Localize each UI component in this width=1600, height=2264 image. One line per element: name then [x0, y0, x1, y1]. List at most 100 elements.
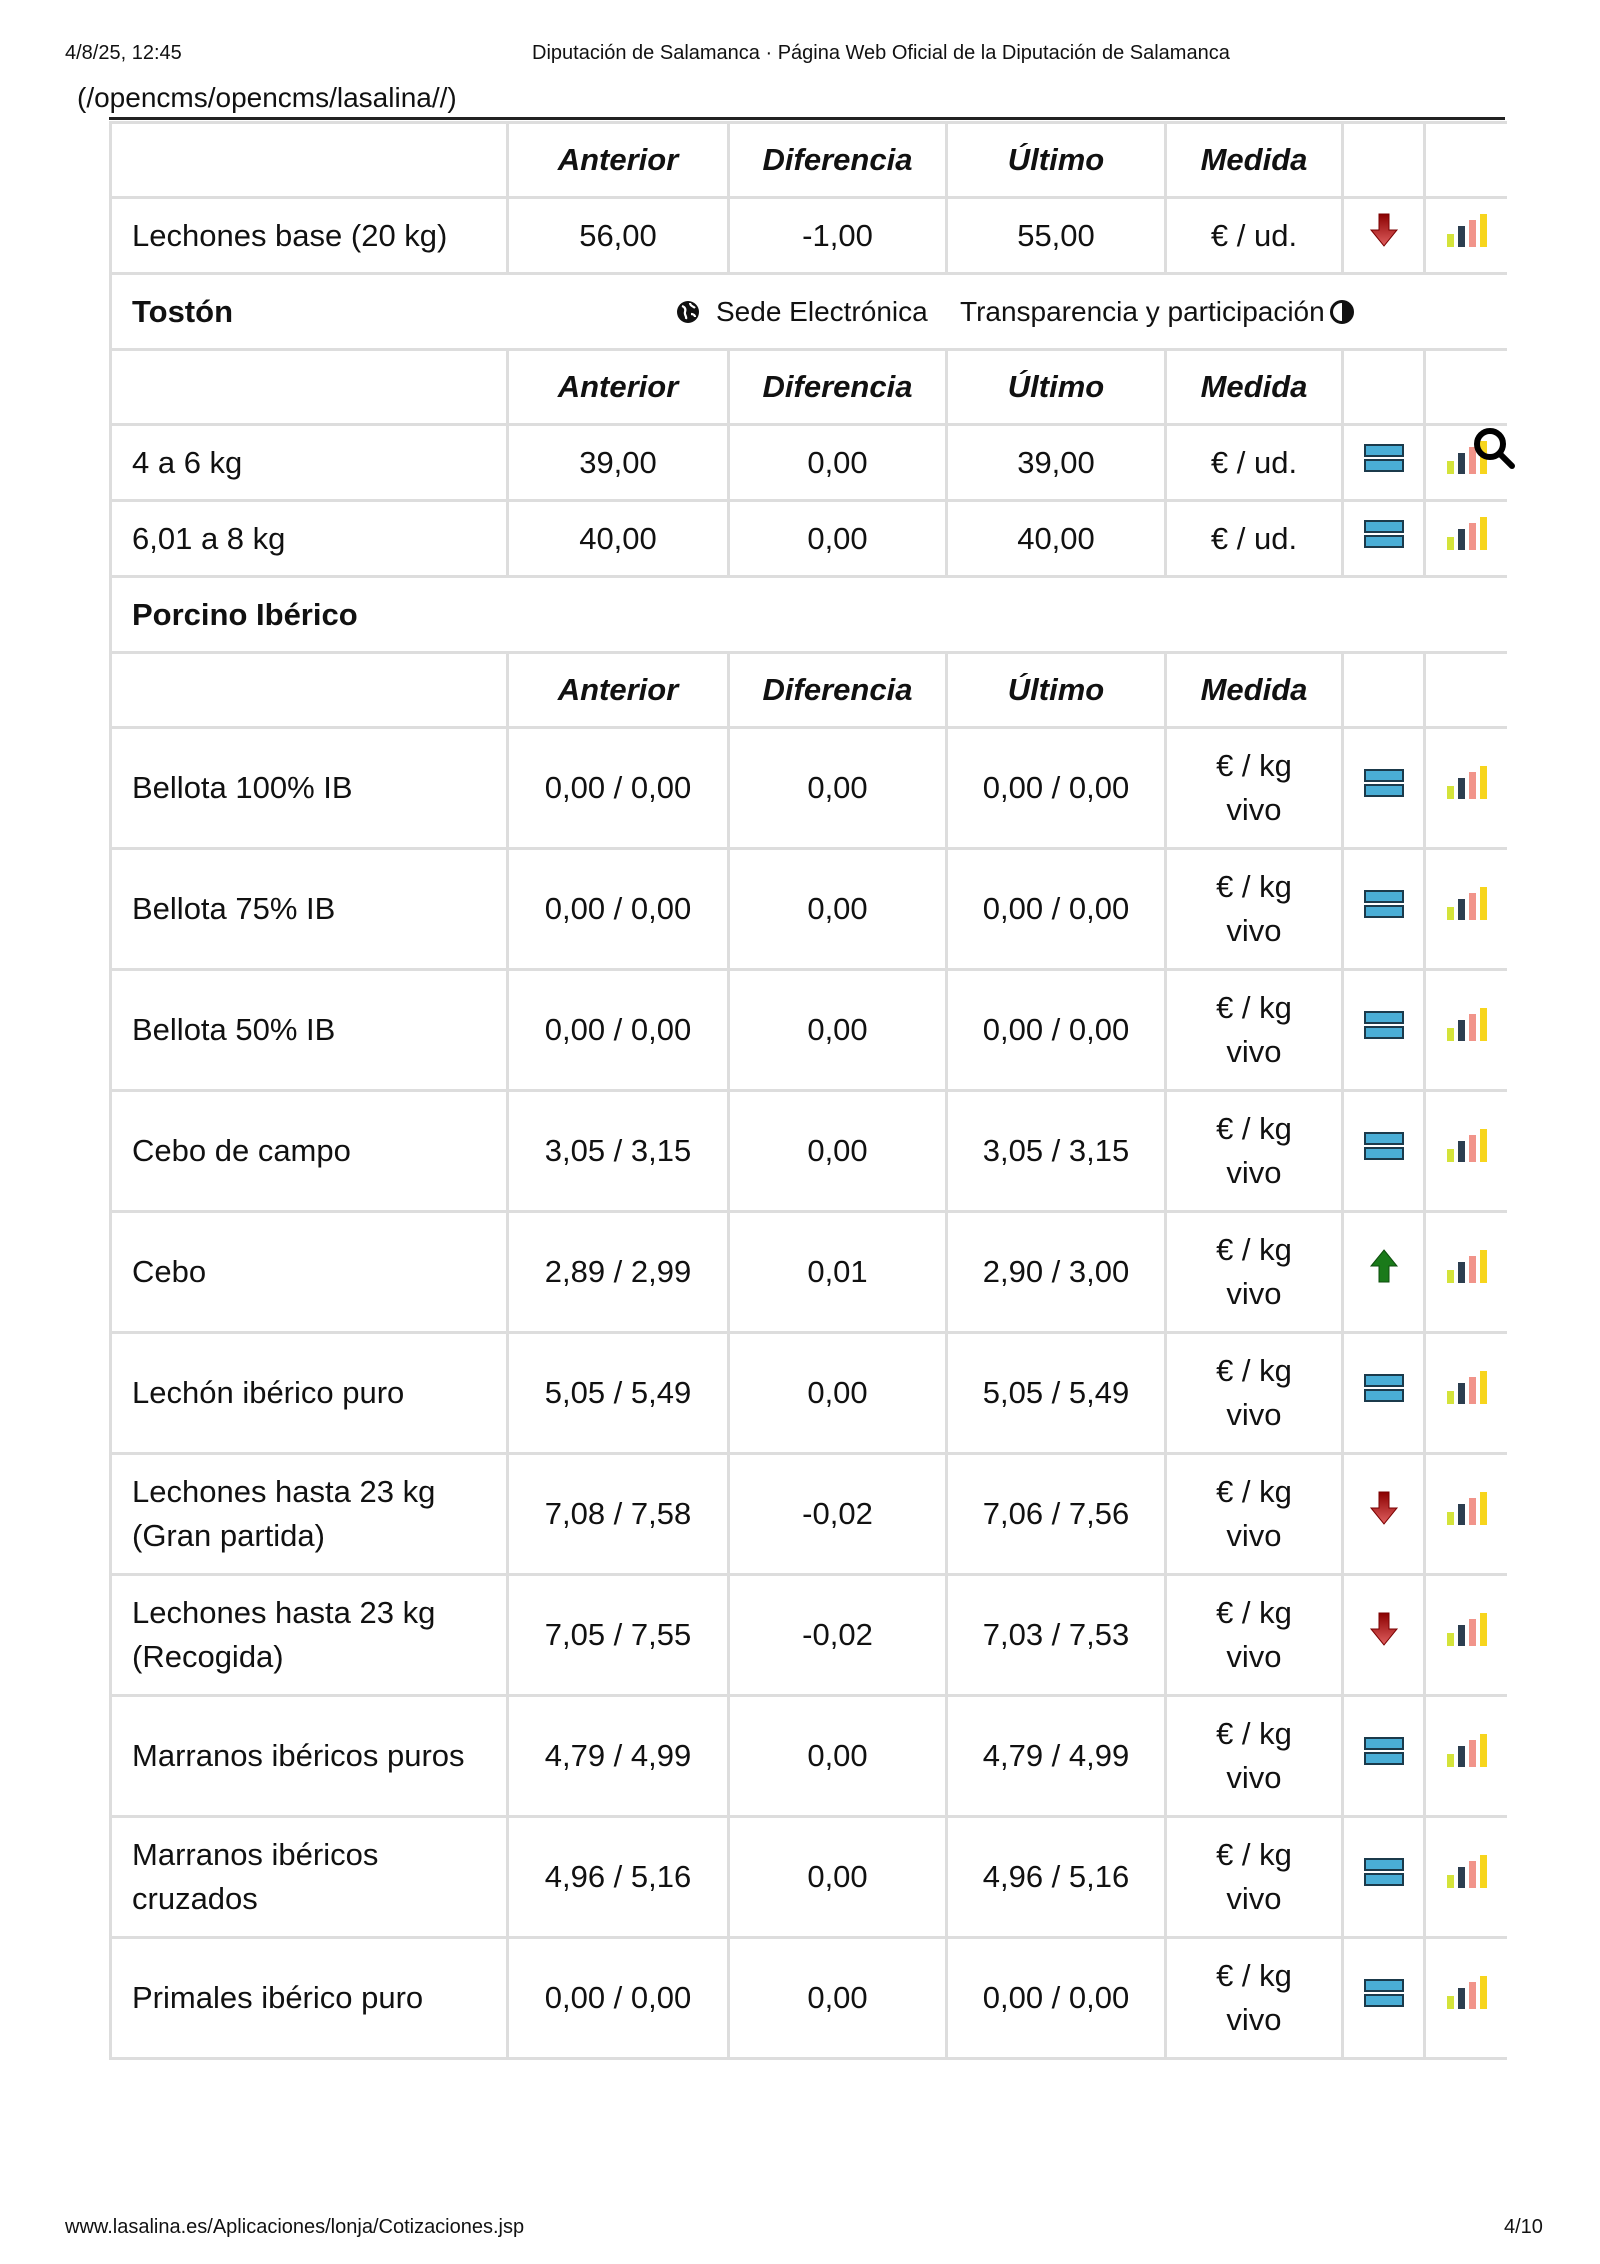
- chart-link[interactable]: [1423, 968, 1507, 1092]
- section-title-row: Tostón: [109, 272, 1507, 351]
- column-header: Anterior: [506, 121, 730, 199]
- ultimo-value: 2,90 / 3,00: [945, 1210, 1167, 1334]
- ultimo-value: 7,03 / 7,53: [945, 1573, 1167, 1697]
- product-name: Lechones hasta 23 kg (Recogida): [109, 1573, 509, 1697]
- ultimo-value: 3,05 / 3,15: [945, 1089, 1167, 1213]
- diferencia-value: 0,00: [727, 423, 948, 502]
- diferencia-value: 0,00: [727, 1815, 948, 1939]
- product-name: 6,01 a 8 kg: [109, 499, 509, 578]
- section-title-row: Porcino Ibérico: [109, 575, 1507, 654]
- arrow-down-icon: [1369, 1612, 1398, 1646]
- transparencia-label: Transparencia y participación: [960, 296, 1325, 327]
- bar-chart-icon: [1446, 1250, 1487, 1283]
- arrow-down-icon: [1369, 1491, 1398, 1525]
- table-row: 6,01 a 8 kg 40,00 0,00 40,00 € / ud.: [109, 499, 1507, 578]
- chart-link[interactable]: [1423, 1694, 1507, 1818]
- chart-link[interactable]: [1423, 1089, 1507, 1213]
- equal-icon: [1363, 1737, 1404, 1765]
- print-page-number: 4/10: [1504, 2216, 1543, 2238]
- medida-cell: € / kg vivo: [1164, 847, 1344, 971]
- medida-cell: € / kg vivo: [1164, 1089, 1344, 1213]
- medida-cell: € / kg vivo: [1164, 1210, 1344, 1334]
- column-header: Medida: [1164, 651, 1344, 729]
- column-header: [109, 348, 509, 426]
- anterior-value: 7,05 / 7,55: [506, 1573, 730, 1697]
- trend-cell: [1341, 726, 1426, 850]
- anterior-value: 56,00: [506, 196, 730, 275]
- table-row: Lechones base (20 kg) 56,00 -1,00 55,00 …: [109, 196, 1507, 275]
- column-header: [109, 121, 509, 199]
- bar-chart-icon: [1446, 1855, 1487, 1888]
- bar-chart-icon: [1446, 1371, 1487, 1404]
- ultimo-value: 0,00 / 0,00: [945, 1936, 1167, 2060]
- print-footer-url: www.lasalina.es/Aplicaciones/lonja/Cotiz…: [65, 2216, 525, 2238]
- sede-electronica-link[interactable]: Sede Electrónica: [676, 296, 928, 328]
- table-row: Lechones hasta 23 kg (Recogida) 7,05 / 7…: [109, 1573, 1507, 1697]
- table-row: Primales ibérico puro 0,00 / 0,00 0,00 0…: [109, 1936, 1507, 2060]
- chart-link[interactable]: [1423, 499, 1507, 578]
- medida-value: € / kg vivo: [1216, 1353, 1292, 1432]
- chart-link[interactable]: [1423, 1815, 1507, 1939]
- diferencia-value: -0,02: [727, 1452, 948, 1576]
- medida-value: € / ud.: [1210, 520, 1298, 556]
- home-link[interactable]: (/opencms/opencms/lasalina//): [77, 82, 457, 113]
- medida-cell: € / ud.: [1164, 423, 1344, 502]
- column-header: Medida: [1164, 348, 1344, 426]
- table-header-row: Anterior Diferencia Último Medida: [109, 121, 1507, 199]
- chart-link[interactable]: [1423, 1210, 1507, 1334]
- table-row: 4 a 6 kg 39,00 0,00 39,00 € / ud.: [109, 423, 1507, 502]
- column-header-trend: [1341, 651, 1426, 729]
- column-header-trend: [1341, 348, 1426, 426]
- chart-link[interactable]: [1423, 726, 1507, 850]
- column-header-chart: [1423, 121, 1507, 199]
- column-header: Último: [945, 348, 1167, 426]
- chart-link[interactable]: [1423, 847, 1507, 971]
- anterior-value: 0,00 / 0,00: [506, 847, 730, 971]
- medida-value: € / kg vivo: [1216, 1716, 1292, 1795]
- search-button[interactable]: [1470, 424, 1520, 479]
- equal-icon: [1363, 443, 1404, 472]
- ultimo-value: 4,96 / 5,16: [945, 1815, 1167, 1939]
- diferencia-value: -0,02: [727, 1573, 948, 1697]
- trend-cell: [1341, 1089, 1426, 1213]
- ultimo-value: 7,06 / 7,56: [945, 1452, 1167, 1576]
- anterior-value: 4,79 / 4,99: [506, 1694, 730, 1818]
- bar-chart-icon: [1446, 1008, 1487, 1041]
- ultimo-value: 55,00: [945, 196, 1167, 275]
- search-icon: [1474, 428, 1515, 469]
- chart-link[interactable]: [1423, 1452, 1507, 1576]
- medida-cell: € / kg vivo: [1164, 1936, 1344, 2060]
- trend-cell: [1341, 847, 1426, 971]
- column-header: Medida: [1164, 121, 1344, 199]
- contrast-icon: [1329, 300, 1354, 324]
- diferencia-value: -1,00: [727, 196, 948, 275]
- anterior-value: 3,05 / 3,15: [506, 1089, 730, 1213]
- chart-link[interactable]: [1423, 196, 1507, 275]
- table-row: Marranos ibéricos cruzados 4,96 / 5,16 0…: [109, 1815, 1507, 1939]
- medida-value: € / kg vivo: [1216, 1232, 1292, 1311]
- chart-link[interactable]: [1423, 1573, 1507, 1697]
- trend-cell: [1341, 1936, 1426, 2060]
- product-name: Lechones base (20 kg): [109, 196, 509, 275]
- table-row: Cebo 2,89 / 2,99 0,01 2,90 / 3,00 € / kg…: [109, 1210, 1507, 1334]
- diferencia-value: 0,00: [727, 1331, 948, 1455]
- product-name: Cebo de campo: [109, 1089, 509, 1213]
- bar-chart-icon: [1446, 1734, 1487, 1767]
- anterior-value: 5,05 / 5,49: [506, 1331, 730, 1455]
- ultimo-value: 4,79 / 4,99: [945, 1694, 1167, 1818]
- equal-icon: [1363, 890, 1404, 918]
- column-header: Diferencia: [727, 348, 948, 426]
- chart-link[interactable]: [1423, 1936, 1507, 2060]
- bar-chart-icon: [1446, 516, 1487, 550]
- chart-link[interactable]: [1423, 1331, 1507, 1455]
- anterior-value: 0,00 / 0,00: [506, 1936, 730, 2060]
- product-name: Lechón ibérico puro: [109, 1331, 509, 1455]
- table-row: Marranos ibéricos puros 4,79 / 4,99 0,00…: [109, 1694, 1507, 1818]
- product-name: 4 a 6 kg: [109, 423, 509, 502]
- column-header: Diferencia: [727, 121, 948, 199]
- medida-cell: € / kg vivo: [1164, 1694, 1344, 1818]
- transparencia-link[interactable]: Transparencia y participación: [960, 296, 1355, 328]
- anterior-value: 7,08 / 7,58: [506, 1452, 730, 1576]
- table-row: Cebo de campo 3,05 / 3,15 0,00 3,05 / 3,…: [109, 1089, 1507, 1213]
- diferencia-value: 0,00: [727, 1694, 948, 1818]
